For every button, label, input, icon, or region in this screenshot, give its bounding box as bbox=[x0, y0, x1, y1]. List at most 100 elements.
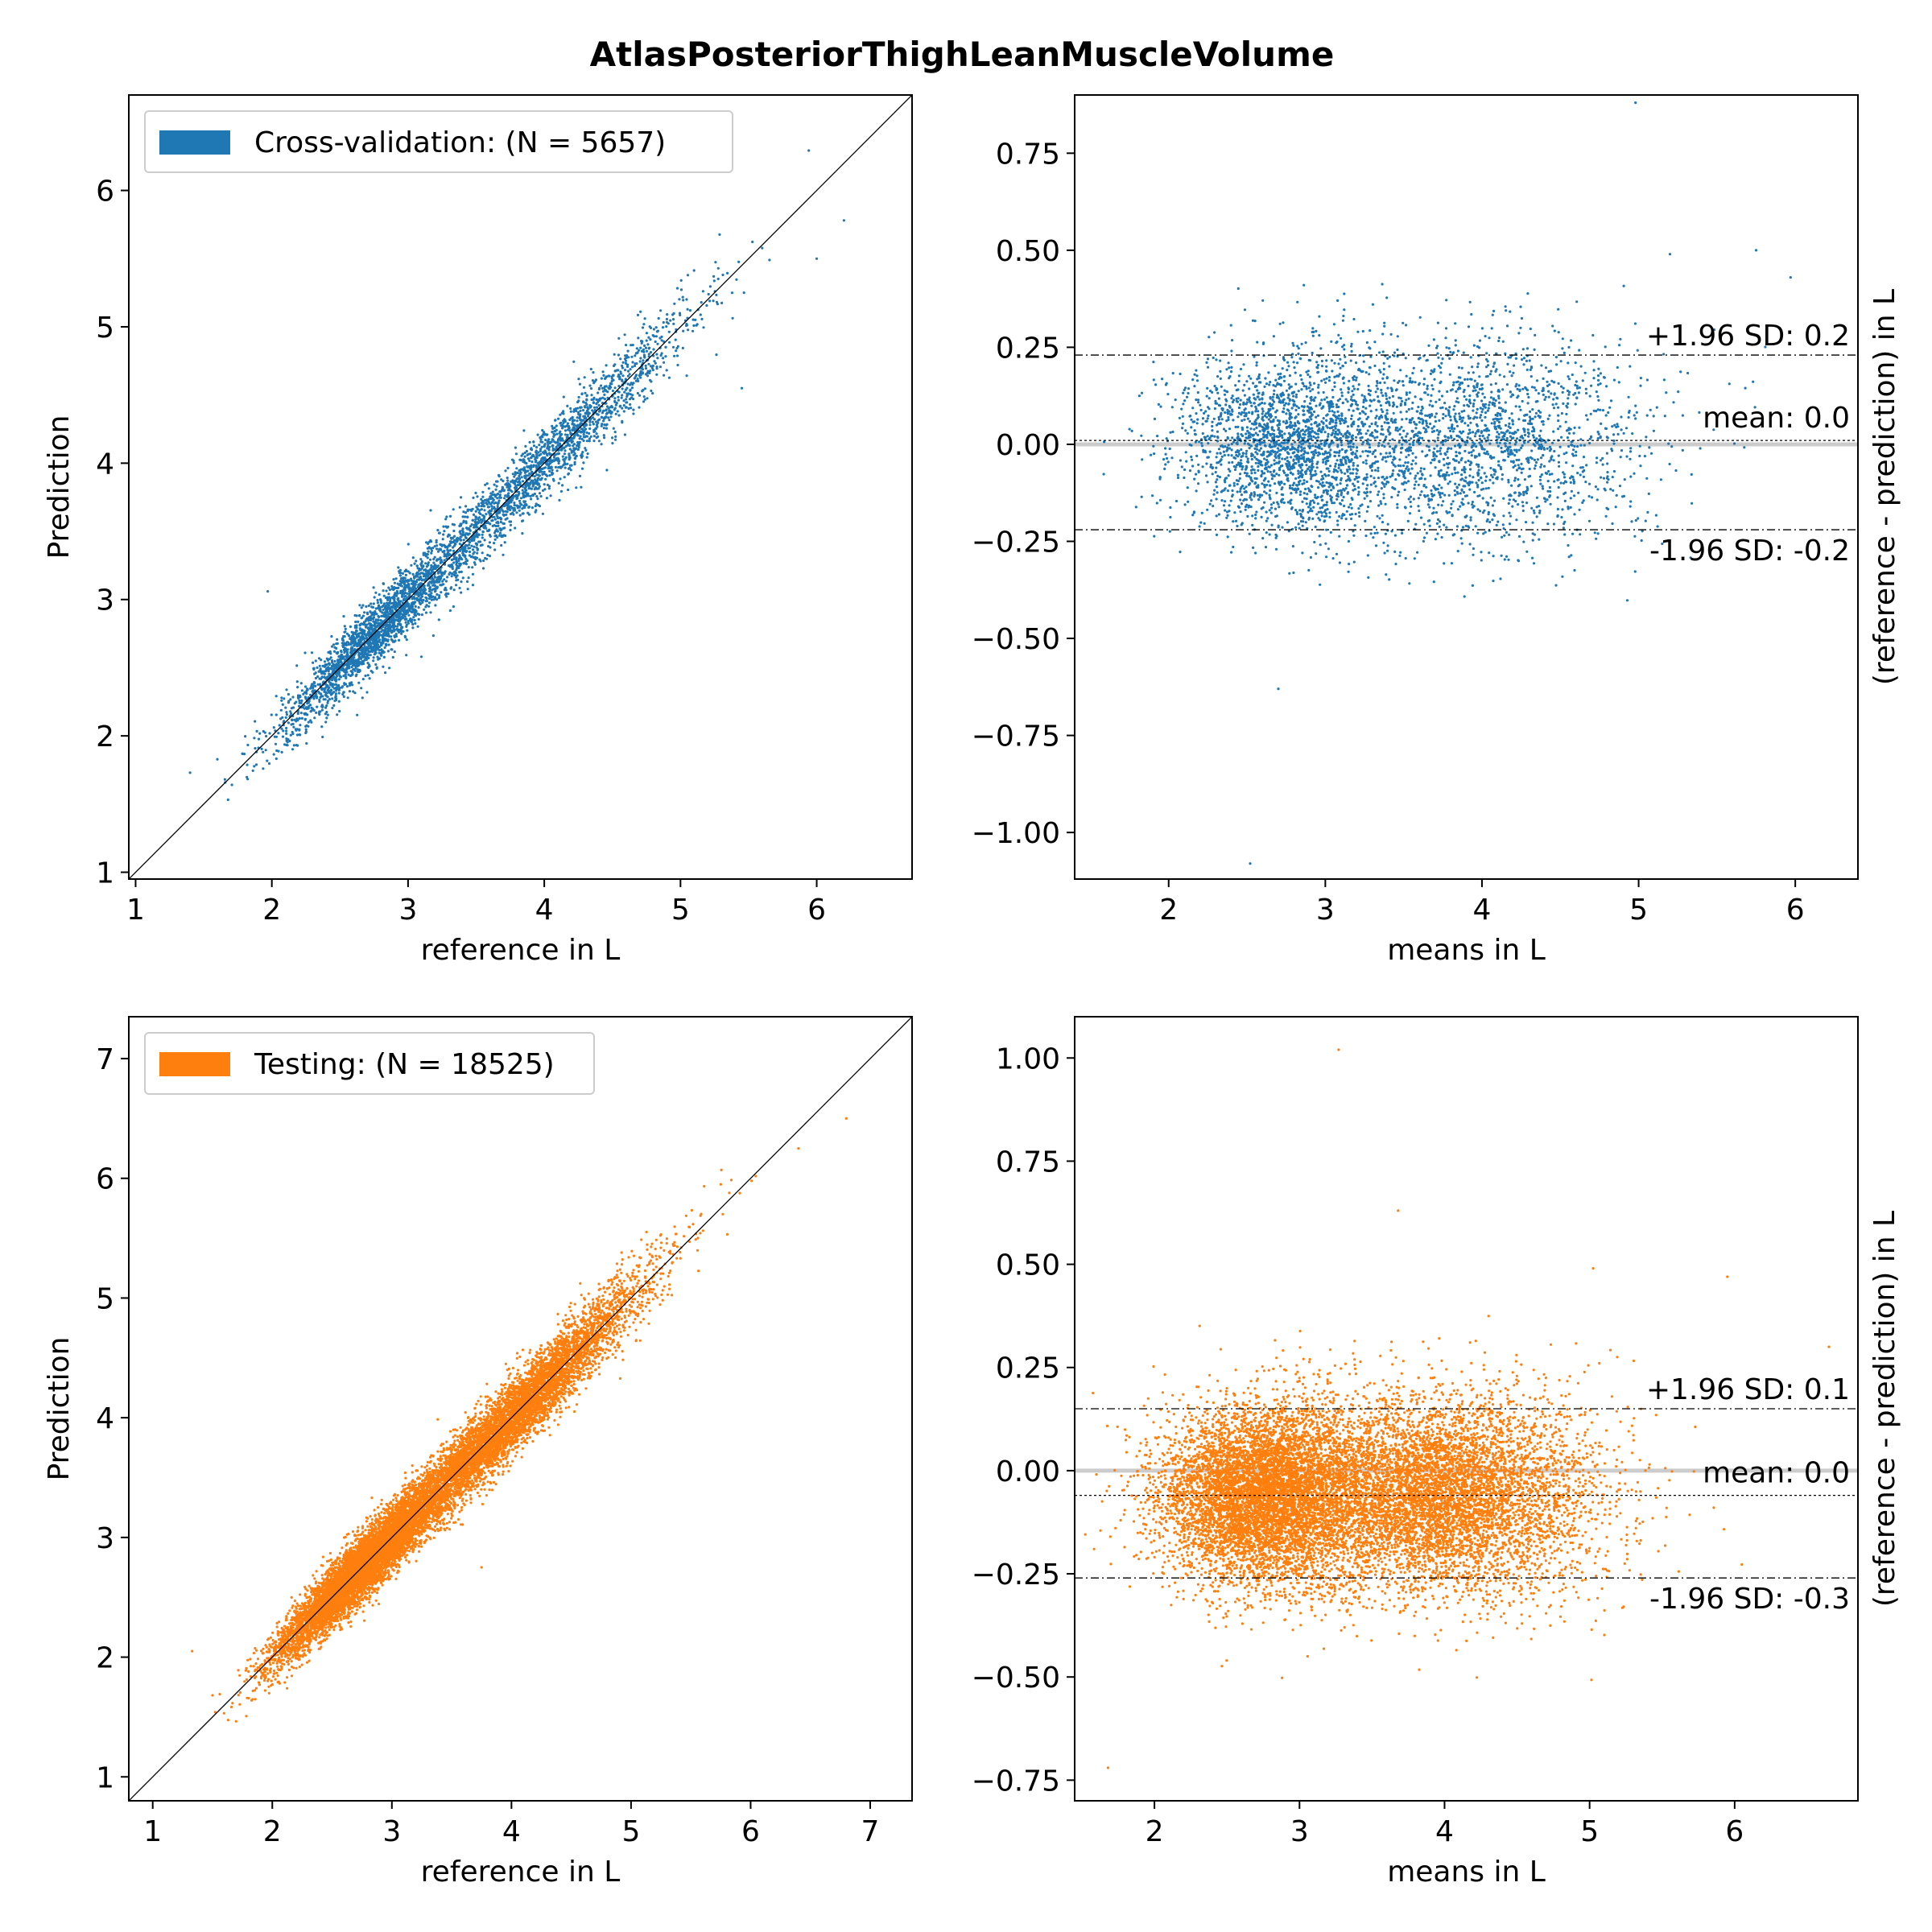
cv_scatter-point bbox=[579, 406, 582, 409]
cv_bland_altman-point bbox=[1393, 421, 1397, 424]
cv_scatter-point bbox=[523, 451, 526, 455]
cv_scatter-point bbox=[496, 480, 499, 483]
cv_scatter-point bbox=[466, 588, 469, 591]
cv_bland_altman-point bbox=[1277, 427, 1280, 430]
cv_scatter-point bbox=[454, 572, 457, 575]
cv_scatter-point bbox=[665, 317, 669, 321]
cv_bland_altman-point bbox=[1548, 414, 1551, 417]
cv_scatter-point bbox=[380, 654, 383, 657]
cv_scatter-point bbox=[415, 571, 419, 574]
cv_bland_altman-point bbox=[1319, 495, 1323, 499]
cv_scatter-point bbox=[372, 656, 375, 659]
cv_scatter-point bbox=[569, 407, 572, 411]
cv_scatter-point bbox=[397, 616, 400, 619]
cv_scatter-point bbox=[557, 461, 560, 465]
cv_scatter-point bbox=[588, 423, 592, 427]
cv_bland_altman-point bbox=[1215, 466, 1218, 469]
cv_scatter-point bbox=[547, 438, 551, 441]
cv_bland_altman-point bbox=[1186, 431, 1189, 436]
cv_scatter-point bbox=[642, 400, 646, 403]
cv_scatter-point bbox=[407, 605, 410, 608]
cv_scatter-point bbox=[539, 478, 542, 481]
cv_scatter-point bbox=[305, 691, 308, 696]
cv_bland_altman-point bbox=[1381, 350, 1385, 353]
cv_scatter-point bbox=[542, 467, 546, 470]
cv_scatter-point bbox=[487, 545, 490, 548]
cv_bland_altman-point bbox=[1590, 496, 1594, 499]
cv_scatter-point bbox=[524, 488, 527, 491]
cv_scatter-point bbox=[340, 650, 343, 653]
cv_scatter-point bbox=[448, 553, 452, 556]
cv_bland_altman-point bbox=[1509, 435, 1513, 438]
cv_bland_altman-point bbox=[1582, 456, 1586, 459]
cv_bland_altman-point bbox=[1274, 507, 1277, 510]
cv_scatter-point bbox=[643, 356, 646, 359]
cv_scatter-point bbox=[576, 426, 580, 429]
cv_scatter-point bbox=[671, 345, 675, 349]
cv_bland_altman-point bbox=[1546, 498, 1549, 502]
cv_scatter-point bbox=[605, 427, 609, 430]
cv_bland_altman-point bbox=[1570, 489, 1573, 493]
cv_scatter-point bbox=[304, 728, 308, 731]
cv_bland_altman-point bbox=[1197, 401, 1200, 404]
cv_scatter-point bbox=[372, 659, 375, 663]
cv_scatter-point bbox=[431, 547, 435, 550]
cv_scatter-point bbox=[497, 499, 501, 502]
cv_bland_altman-point bbox=[1425, 485, 1428, 489]
cv_bland_altman-point bbox=[1287, 530, 1290, 533]
cv_scatter-point bbox=[583, 425, 586, 429]
cv_scatter-point bbox=[341, 642, 344, 645]
cv_scatter-point bbox=[556, 440, 559, 443]
cv_scatter-point bbox=[347, 643, 350, 646]
cv_scatter-point bbox=[410, 564, 413, 567]
cv_scatter-point bbox=[419, 593, 423, 597]
cv_scatter-point bbox=[630, 344, 633, 347]
cv_bland_altman-point bbox=[1474, 525, 1477, 528]
cv_scatter-point bbox=[480, 508, 484, 511]
cv_scatter-legend-label: Cross-validation: (N = 5657) bbox=[254, 126, 666, 159]
cv_bland_altman-point bbox=[1314, 525, 1317, 529]
cv_scatter-point bbox=[597, 413, 600, 416]
cv_scatter-point bbox=[664, 355, 667, 358]
cv_scatter-point bbox=[562, 419, 565, 423]
cv_scatter-point bbox=[442, 533, 445, 536]
cv_scatter-point bbox=[522, 500, 526, 503]
cv_scatter-point bbox=[419, 563, 423, 566]
cv_bland_altman-point bbox=[1302, 283, 1306, 287]
cv_scatter-point bbox=[493, 483, 496, 486]
cv_scatter-point bbox=[353, 613, 357, 617]
cv_scatter-point bbox=[518, 502, 522, 505]
cv_scatter-point bbox=[332, 643, 336, 646]
cv_scatter-point bbox=[516, 477, 519, 481]
cv_bland_altman-point bbox=[1699, 447, 1702, 450]
cv_bland_altman-point bbox=[1487, 433, 1491, 437]
cv_scatter-point bbox=[244, 735, 247, 738]
cv_scatter-point bbox=[380, 649, 383, 652]
cv_bland_altman-point bbox=[1471, 584, 1474, 588]
cv_scatter-point bbox=[566, 404, 569, 407]
cv_scatter-point bbox=[402, 630, 405, 634]
cv_scatter-point bbox=[427, 597, 431, 601]
cv_scatter-point bbox=[527, 485, 530, 488]
cv_scatter-point bbox=[281, 735, 285, 738]
cv_bland_altman-point bbox=[1361, 424, 1364, 427]
cv_scatter-point bbox=[643, 398, 646, 401]
cv_bland_altman-point bbox=[1479, 407, 1482, 410]
cv_scatter-point bbox=[572, 408, 576, 411]
cv_scatter-point bbox=[633, 364, 637, 368]
cv_scatter-point bbox=[518, 480, 521, 483]
cv_scatter-point bbox=[429, 509, 432, 512]
cv_scatter-point bbox=[504, 469, 507, 473]
cv_scatter-point bbox=[391, 625, 394, 629]
cv_scatter-point bbox=[466, 580, 469, 584]
cv_scatter-point bbox=[398, 574, 402, 577]
cv_scatter-point bbox=[406, 584, 409, 587]
cv_bland_altman-point bbox=[1574, 402, 1577, 406]
cv_bland_altman-point bbox=[1263, 483, 1266, 487]
cv_scatter-point bbox=[498, 531, 502, 535]
cv_scatter-point bbox=[651, 392, 654, 395]
cv_scatter-point bbox=[572, 360, 576, 363]
cv_bland_altman-point bbox=[1216, 478, 1219, 481]
cv_scatter-point bbox=[377, 605, 381, 608]
cv_scatter-xtick-label: 4 bbox=[535, 894, 554, 927]
